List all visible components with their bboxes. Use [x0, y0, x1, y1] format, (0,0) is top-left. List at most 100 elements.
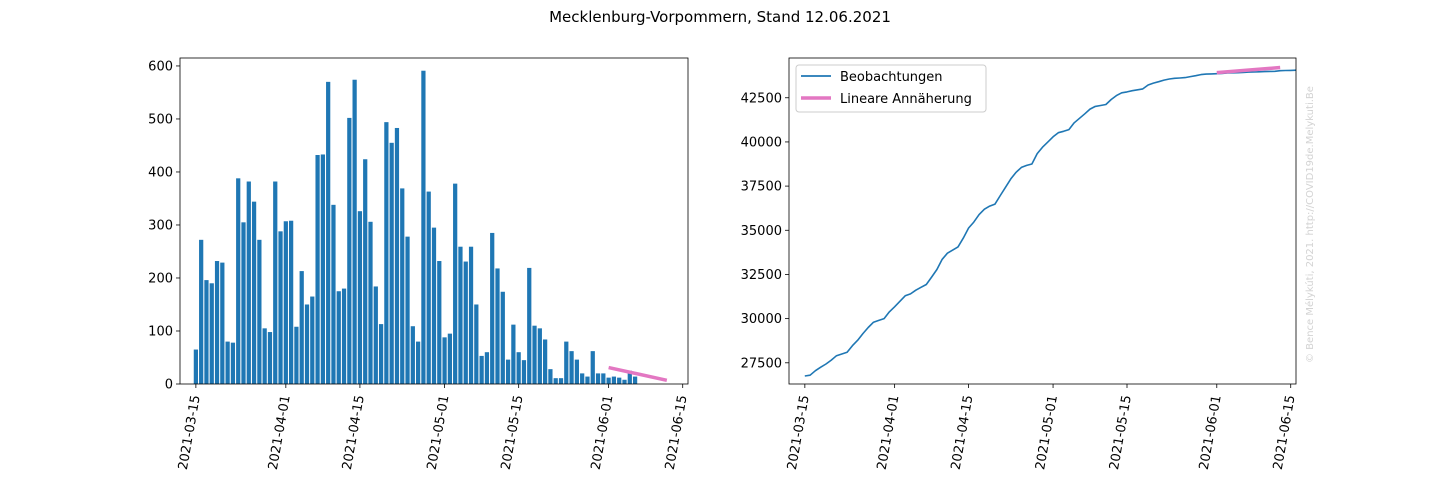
axes-frame — [788, 57, 1297, 385]
x-tick-label: 2021-06-01 — [1197, 394, 1225, 471]
y-tick-label: 37500 — [741, 180, 782, 195]
x-tick-label: 2021-04-15 — [340, 394, 368, 471]
bar — [632, 376, 638, 384]
bar — [294, 326, 299, 384]
bar — [495, 268, 500, 384]
legend-box — [795, 64, 987, 113]
x-tick-label: 2021-04-01 — [266, 394, 294, 471]
bar — [315, 155, 320, 384]
bar — [590, 351, 595, 384]
bar — [564, 341, 569, 384]
bar — [548, 369, 553, 384]
series-line-lineare-annaeherung — [1216, 65, 1281, 75]
bar — [521, 360, 527, 384]
bar — [505, 359, 511, 384]
bar — [500, 291, 505, 384]
x-tick-label: 2021-06-15 — [663, 394, 691, 471]
x-tick-label: 2021-05-15 — [499, 394, 527, 471]
bar — [421, 70, 426, 384]
bar — [595, 373, 601, 384]
x-tick-label: 2021-04-15 — [949, 394, 977, 471]
bar — [627, 370, 632, 384]
x-tick-label: 2021-04-01 — [875, 394, 903, 471]
bar — [543, 339, 548, 384]
bar — [373, 286, 378, 384]
bar-chart-panel: 2021-03-15 2021-04-01 2021-04-15 2021-05-01… — [148, 57, 691, 471]
bar — [458, 246, 463, 384]
bar — [289, 220, 294, 384]
bar — [251, 201, 257, 384]
y-tick-label: 35000 — [741, 224, 782, 239]
bar — [410, 326, 415, 384]
bar — [352, 79, 357, 384]
x-tick-label: 2021-06-01 — [589, 394, 617, 471]
y-tick-label: 30000 — [741, 312, 782, 327]
bar — [537, 328, 542, 384]
bar — [246, 181, 251, 384]
bar — [262, 328, 267, 384]
bar — [405, 236, 410, 384]
fit-line — [608, 365, 668, 382]
bar — [326, 81, 331, 384]
bar — [453, 183, 458, 384]
bar — [283, 221, 288, 384]
y-tick-label: 400 — [148, 165, 173, 180]
bar — [336, 291, 341, 384]
y-tick-label: 40000 — [741, 135, 782, 150]
bar — [437, 261, 442, 384]
bar — [468, 246, 474, 384]
bar — [220, 262, 225, 384]
bar — [516, 352, 521, 384]
y-tick-label: 0 — [165, 378, 173, 393]
figure-title: Mecklenburg-Vorpommern, Stand 12.06.2021 — [549, 8, 891, 26]
bar — [347, 117, 352, 385]
bar — [384, 122, 389, 385]
bar — [558, 378, 564, 384]
axes-frame — [179, 57, 689, 385]
bar — [204, 280, 209, 384]
bar — [214, 261, 220, 384]
bar — [378, 324, 384, 384]
bar — [463, 261, 468, 384]
bar — [532, 325, 537, 384]
bar — [193, 349, 198, 384]
bar — [236, 178, 241, 384]
bar — [574, 359, 579, 384]
bar — [394, 127, 400, 384]
bar — [310, 296, 315, 384]
bar — [580, 373, 585, 384]
y-tick-label: 32500 — [741, 268, 782, 283]
bar — [606, 377, 611, 384]
bar — [400, 188, 405, 384]
bar — [304, 304, 310, 384]
bar — [357, 211, 363, 384]
bar — [611, 376, 617, 384]
x-tick-label: 2021-06-15 — [1271, 394, 1299, 471]
bar — [320, 154, 325, 384]
bar — [527, 267, 532, 384]
bar — [209, 283, 214, 384]
x-tick-label: 2021-03-15 — [176, 394, 204, 471]
x-tick-label: 2021-03-15 — [785, 394, 813, 471]
bar — [416, 341, 421, 384]
bar — [474, 304, 479, 384]
legend-label-lineare-annaeherung: Lineare Annäherung — [840, 92, 972, 107]
bar — [490, 232, 495, 384]
bar — [368, 221, 373, 384]
bar — [273, 181, 278, 384]
x-tick-label: 2021-05-15 — [1107, 394, 1135, 471]
y-tick-label: 42500 — [741, 91, 782, 106]
bar — [331, 204, 336, 384]
x-tick-label: 2021-05-01 — [425, 394, 453, 471]
line-chart-panel: 2021-03-15 2021-04-01 2021-04-15 2021-05-01… — [741, 57, 1299, 471]
bar — [257, 239, 262, 384]
bar — [267, 332, 273, 384]
bar — [622, 379, 627, 384]
x-tick-label: 2021-05-01 — [1033, 394, 1061, 471]
bar — [601, 373, 606, 384]
watermark-text: © Bence Mélykúti, 2021. http://COVID19de… — [1304, 86, 1316, 363]
bar — [199, 239, 204, 384]
bar — [389, 142, 394, 384]
bar — [442, 337, 447, 384]
bar — [341, 288, 347, 384]
